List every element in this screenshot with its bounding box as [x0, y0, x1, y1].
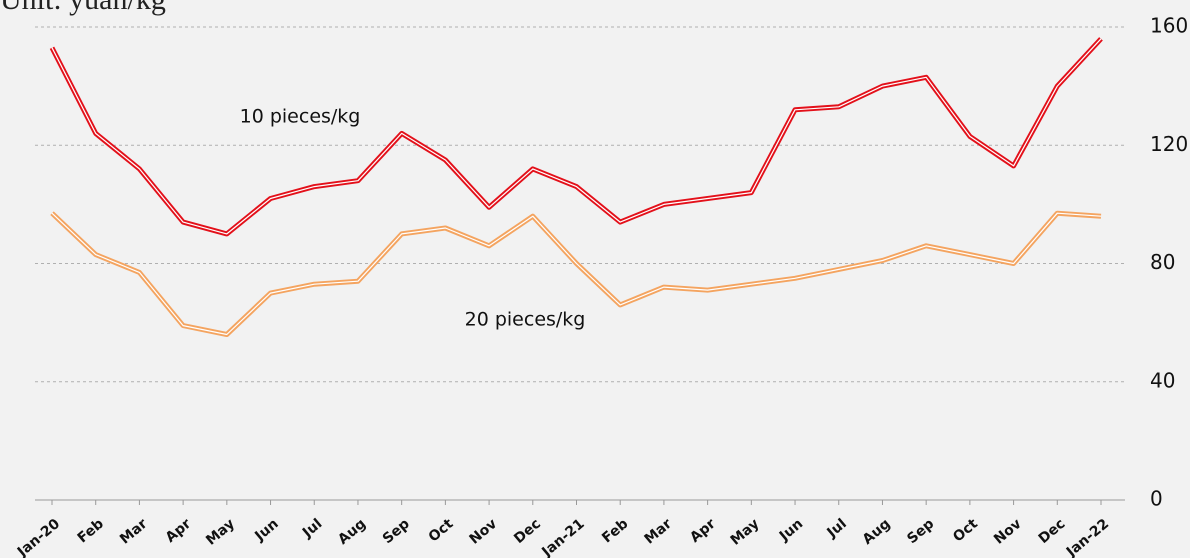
y-tick-label: 120: [1150, 132, 1188, 156]
x-tick-label: Jun: [776, 516, 806, 545]
x-tick-label: Jan-20: [14, 516, 63, 558]
series-label: 20 pieces/kg: [465, 309, 586, 331]
x-tick-label: Feb: [599, 516, 631, 547]
x-tick-label: Apr: [163, 516, 195, 546]
x-tick-label: Jan-21: [538, 516, 587, 558]
series-line: [49, 37, 1103, 237]
x-tick-label: Oct: [426, 516, 457, 546]
x-tick-label: Dec: [511, 516, 544, 547]
series-line-highlight: [51, 38, 1102, 235]
x-tick-label: Jun: [251, 516, 281, 545]
y-tick-label: 40: [1150, 368, 1175, 392]
x-tick-label: Mar: [117, 516, 151, 548]
x-tick-label: Dec: [1036, 516, 1069, 547]
x-tick-label: Feb: [75, 516, 107, 547]
x-tick-label: Jul: [299, 516, 325, 542]
x-tick-label: Aug: [335, 516, 369, 548]
x-tick-label: Jan-22: [1063, 516, 1112, 558]
x-tick-label: Apr: [687, 516, 719, 546]
chart-title: Unit: yuan/kg: [0, 0, 166, 16]
x-tick-label: May: [728, 516, 763, 549]
x-tick-label: Mar: [642, 516, 676, 548]
x-tick-label: Sep: [380, 516, 413, 547]
x-tick-label: Oct: [950, 516, 981, 546]
y-tick-label: 80: [1150, 250, 1175, 274]
series-line-highlight: [51, 212, 1102, 336]
x-tick-label: Sep: [904, 516, 937, 547]
x-tick-label: May: [203, 516, 238, 549]
y-tick-label: 0: [1150, 487, 1163, 511]
x-tick-label: Aug: [860, 516, 894, 548]
series-label: 10 pieces/kg: [240, 106, 361, 128]
y-tick-label: 160: [1150, 14, 1188, 38]
x-tick-label: Nov: [991, 516, 1025, 548]
x-tick-label: Nov: [467, 516, 501, 548]
x-tick-label: Jul: [824, 516, 850, 542]
